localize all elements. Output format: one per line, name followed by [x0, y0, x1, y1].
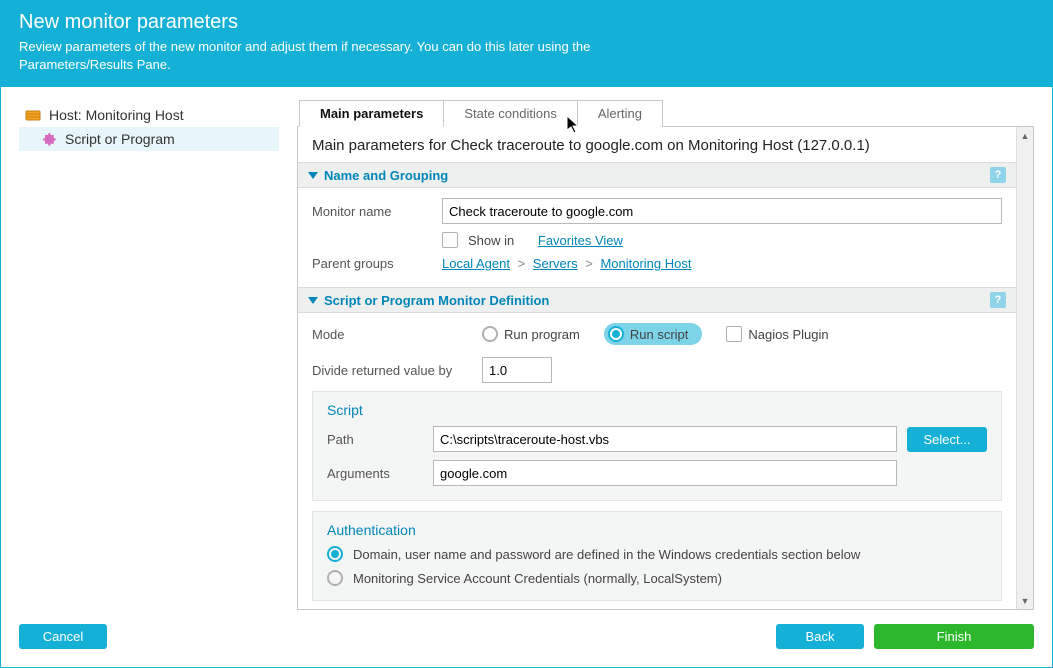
host-icon: [25, 107, 41, 123]
wizard-footer: Cancel Back Finish: [1, 610, 1052, 667]
sidebar-item-script[interactable]: Script or Program: [19, 127, 279, 151]
help-icon[interactable]: ?: [990, 292, 1006, 308]
breadcrumb: Local Agent > Servers > Monitoring Host: [442, 256, 691, 271]
finish-button[interactable]: Finish: [874, 624, 1034, 649]
arguments-input[interactable]: [433, 460, 897, 486]
breadcrumb-servers[interactable]: Servers: [533, 256, 578, 271]
content-area: Main parameters State conditions Alertin…: [297, 99, 1034, 610]
collapse-icon: [308, 295, 318, 305]
main-panel: Main parameters for Check traceroute to …: [298, 127, 1016, 609]
section-title: Name and Grouping: [324, 168, 448, 183]
page-title: New monitor parameters: [19, 11, 1034, 34]
breadcrumb-monitoring-host[interactable]: Monitoring Host: [600, 256, 691, 271]
sidebar-item-label: Script or Program: [65, 131, 175, 147]
scroll-up-icon[interactable]: ▲: [1017, 127, 1033, 144]
vertical-scrollbar[interactable]: ▲ ▼: [1016, 127, 1033, 609]
wizard-sidebar: Host: Monitoring Host Script or Program: [19, 99, 279, 610]
scroll-down-icon[interactable]: ▼: [1017, 592, 1033, 609]
auth-option-label: Monitoring Service Account Credentials (…: [353, 571, 722, 586]
favorites-checkbox[interactable]: [442, 232, 458, 248]
parent-groups-label: Parent groups: [312, 256, 432, 271]
page-subtitle: Review parameters of the new monitor and…: [19, 38, 659, 73]
help-icon[interactable]: ?: [990, 167, 1006, 183]
script-box-header: Script: [327, 402, 987, 418]
mode-radio-group: Run program Run script Nagios Plugin: [482, 323, 829, 345]
tab-alerting[interactable]: Alerting: [577, 100, 663, 127]
collapse-icon: [308, 170, 318, 180]
sidebar-item-host[interactable]: Host: Monitoring Host: [19, 103, 279, 127]
path-label: Path: [327, 432, 423, 447]
arguments-label: Arguments: [327, 466, 423, 481]
breadcrumb-local-agent[interactable]: Local Agent: [442, 256, 510, 271]
cancel-button[interactable]: Cancel: [19, 624, 107, 649]
radio-icon: [608, 326, 624, 342]
auth-option-label: Domain, user name and password are defin…: [353, 547, 860, 562]
chevron-right-icon: >: [518, 256, 526, 271]
mode-run-script[interactable]: Run script: [604, 323, 703, 345]
path-input[interactable]: [433, 426, 897, 452]
sidebar-item-label: Host: Monitoring Host: [49, 107, 184, 123]
auth-box: Authentication Domain, user name and pas…: [312, 511, 1002, 601]
panel-title: Main parameters for Check traceroute to …: [298, 127, 1016, 162]
chevron-right-icon: >: [585, 256, 593, 271]
radio-icon: [482, 326, 498, 342]
panel-wrapper: Main parameters for Check traceroute to …: [297, 126, 1034, 610]
divide-label: Divide returned value by: [312, 363, 472, 378]
script-box: Script Path Select... Arguments: [312, 391, 1002, 501]
auth-radio-domain[interactable]: [327, 546, 343, 562]
monitor-name-label: Monitor name: [312, 204, 432, 219]
auth-box-header: Authentication: [327, 522, 987, 538]
section-body-name-grouping: Monitor name Show in Favorites View Pare…: [298, 188, 1016, 287]
section-title: Script or Program Monitor Definition: [324, 293, 549, 308]
section-header-definition[interactable]: Script or Program Monitor Definition ?: [298, 287, 1016, 313]
tab-state-conditions[interactable]: State conditions: [443, 100, 578, 127]
mode-run-program[interactable]: Run program: [482, 326, 580, 342]
wizard-body: Host: Monitoring Host Script or Program …: [1, 87, 1052, 610]
mode-nagios-plugin[interactable]: Nagios Plugin: [726, 326, 828, 342]
checkbox-icon: [726, 326, 742, 342]
monitor-name-input[interactable]: [442, 198, 1002, 224]
mode-label: Mode: [312, 327, 472, 342]
show-in-label: Show in: [468, 233, 514, 248]
tab-main-parameters[interactable]: Main parameters: [299, 100, 444, 127]
section-body-definition: Mode Run program Run script: [298, 313, 1016, 609]
section-header-name-grouping[interactable]: Name and Grouping ?: [298, 162, 1016, 188]
wizard-header: New monitor parameters Review parameters…: [1, 1, 1052, 87]
select-path-button[interactable]: Select...: [907, 427, 987, 452]
divide-value-input[interactable]: [482, 357, 552, 383]
puzzle-icon: [41, 131, 57, 147]
favorites-view-link[interactable]: Favorites View: [538, 233, 623, 248]
wizard-window: New monitor parameters Review parameters…: [0, 0, 1053, 668]
back-button[interactable]: Back: [776, 624, 864, 649]
tab-bar: Main parameters State conditions Alertin…: [299, 99, 1034, 126]
auth-radio-service-account[interactable]: [327, 570, 343, 586]
